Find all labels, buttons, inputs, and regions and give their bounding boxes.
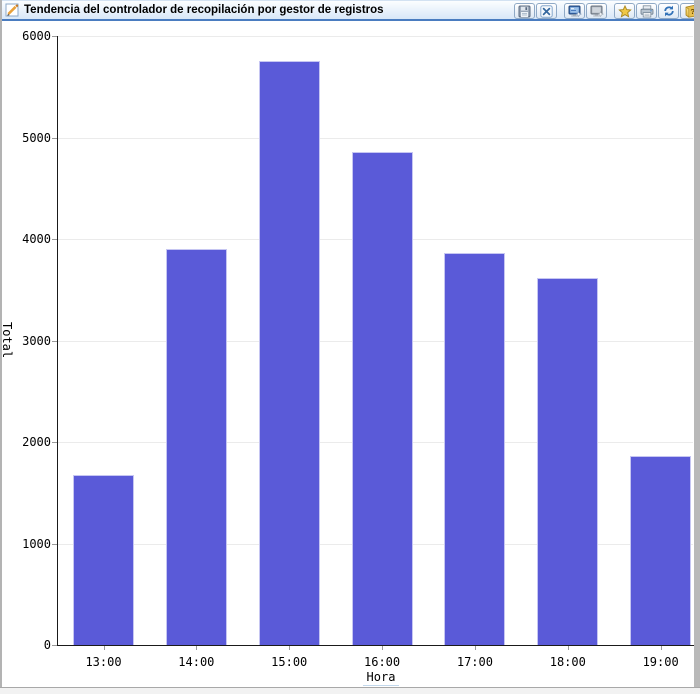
- x-tick-label: 16:00: [364, 655, 401, 669]
- window-border-left: [0, 0, 2, 688]
- bar-15:00[interactable]: [258, 61, 320, 645]
- monitor-sparkle-icon: [568, 5, 582, 18]
- bar-16:00[interactable]: [351, 152, 413, 645]
- open-in-new-window-alt-button[interactable]: [586, 3, 607, 19]
- window-titlebar[interactable]: Tendencia del controlador de recopilació…: [2, 0, 694, 21]
- open-in-new-window-button[interactable]: [564, 3, 585, 19]
- window-border-right: [694, 0, 700, 688]
- x-axis-tick: [289, 646, 291, 650]
- y-tick-label: 2000: [22, 435, 51, 449]
- y-tick-label: 0: [43, 638, 51, 652]
- x-axis-title: Hora: [341, 670, 421, 686]
- refresh-button[interactable]: [658, 3, 679, 19]
- star-icon: [617, 4, 632, 18]
- monitor-sparkle-disabled-icon: [590, 5, 604, 18]
- save-icon: [518, 5, 531, 18]
- y-tick-label: 3000: [22, 333, 51, 348]
- gridline: [58, 137, 693, 139]
- bar-18:00[interactable]: [537, 278, 599, 645]
- window-title: Tendencia del controlador de recopilació…: [24, 4, 384, 16]
- help-icon: ?: [684, 4, 694, 18]
- close-button[interactable]: [536, 3, 557, 19]
- x-tick-label: 14:00: [178, 655, 215, 669]
- close-icon: [540, 4, 553, 18]
- save-button[interactable]: [514, 3, 535, 19]
- gridline: [58, 36, 693, 37]
- window-resize-strip[interactable]: [0, 688, 700, 694]
- favorite-button[interactable]: [614, 3, 635, 19]
- x-tick-label: 19:00: [642, 655, 679, 669]
- y-tick-label: 5000: [22, 130, 51, 145]
- refresh-icon: [662, 4, 676, 18]
- x-axis-tick: [196, 646, 198, 650]
- window-border-bottom: [0, 687, 700, 688]
- x-tick-label: 17:00: [456, 655, 493, 669]
- printer-icon: [640, 4, 654, 18]
- y-axis-tick: [52, 645, 57, 646]
- x-axis-tick: [382, 646, 384, 650]
- x-tick-label: 18:00: [549, 655, 586, 669]
- print-button[interactable]: [636, 3, 657, 19]
- y-axis-line: [57, 36, 58, 646]
- y-axis-tick: [52, 137, 57, 139]
- x-axis-tick: [567, 646, 569, 650]
- chart-edit-icon: [5, 3, 20, 18]
- x-axis-tick: [660, 646, 662, 650]
- y-axis-tick: [52, 543, 57, 545]
- x-tick-label: 13:00: [85, 655, 122, 669]
- svg-text:?: ?: [690, 7, 694, 16]
- bar-13:00[interactable]: [73, 475, 134, 645]
- y-tick-label: 4000: [22, 232, 51, 246]
- x-axis-line: [57, 645, 696, 646]
- y-axis-tick: [52, 442, 57, 443]
- titlebar-toolbar: ?: [513, 2, 694, 19]
- x-axis-tick: [474, 646, 476, 650]
- bar-14:00[interactable]: [165, 249, 227, 645]
- y-axis-tick: [52, 340, 57, 342]
- bar-17:00[interactable]: [444, 253, 506, 645]
- y-axis-tick: [52, 36, 57, 37]
- x-axis-tick: [103, 646, 105, 650]
- y-axis-tick: [52, 239, 57, 240]
- bar-19:00[interactable]: [630, 456, 692, 645]
- y-tick-label: 6000: [22, 29, 51, 43]
- bar-chart: Total 0 1000 2000 3000 4000 5000 6000 13:00 14:0…: [0, 21, 696, 687]
- y-tick-label: 1000: [22, 536, 51, 551]
- x-tick-label: 15:00: [271, 655, 308, 669]
- help-button[interactable]: ?: [680, 3, 694, 19]
